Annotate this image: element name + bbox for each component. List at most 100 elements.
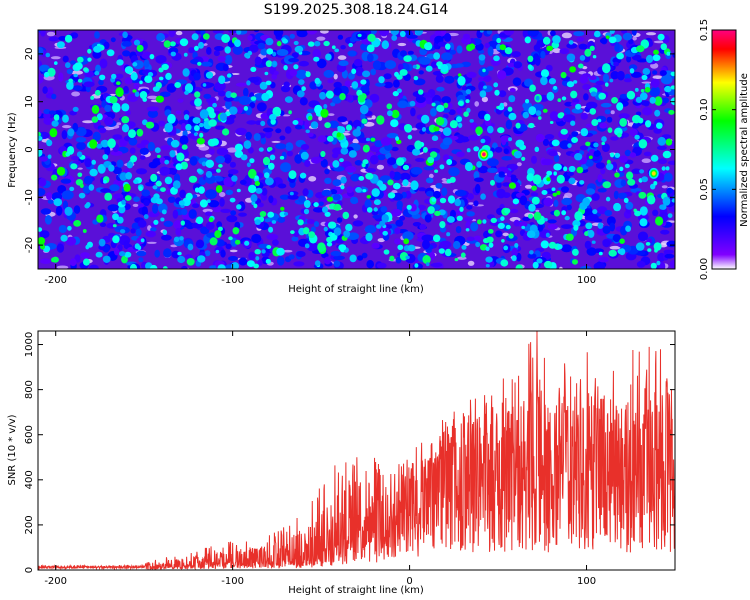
heatmap-cell (313, 221, 320, 228)
heatmap-cell (93, 45, 102, 53)
heatmap-cell (467, 193, 475, 200)
heatmap-cell (38, 47, 44, 56)
heatmap-cell (169, 41, 176, 47)
heatmap-cell (355, 66, 364, 77)
heatmap-cell (366, 195, 372, 199)
heatmap-cell (271, 73, 278, 80)
heatmap-cell (619, 155, 628, 163)
heatmap-cell (257, 259, 263, 266)
heatmap-cell (326, 135, 334, 142)
heatmap-cell (197, 255, 206, 263)
heatmap-cell (99, 222, 107, 227)
heatmap-cell (231, 175, 238, 182)
heatmap-cell (300, 151, 309, 160)
heatmap-cell (561, 186, 569, 193)
heatmap-cell (343, 230, 350, 237)
heatmap-cell (502, 232, 509, 237)
heatmap-cell (99, 58, 108, 69)
heatmap-cell (289, 69, 298, 77)
heatmap-xtick-label: -200 (44, 275, 67, 286)
heatmap-cell (155, 95, 164, 103)
heatmap-cell (552, 48, 562, 54)
heatmap-cell (296, 251, 306, 258)
heatmap-cell (238, 257, 248, 266)
heatmap-cell (391, 109, 400, 119)
heatmap-cell (566, 53, 576, 62)
heatmap-cell (378, 76, 385, 84)
heatmap-cell (366, 260, 375, 269)
heatmap-cell (247, 35, 253, 41)
heatmap-cell (321, 189, 332, 197)
colorbar-tick-label: 0.15 (699, 19, 710, 41)
heatmap-cell (293, 261, 305, 267)
heatmap-cell (140, 238, 145, 243)
heatmap-cell (223, 176, 234, 187)
heatmap-cell (257, 42, 266, 50)
heatmap-xtick-label: 100 (577, 275, 596, 286)
heatmap-cell (482, 68, 486, 73)
heatmap-cell (596, 162, 605, 169)
heatmap-cell (439, 221, 446, 229)
heatmap-cell (463, 33, 470, 40)
heatmap-cell (665, 138, 673, 146)
heatmap-cell (97, 164, 106, 174)
heatmap-cell (410, 167, 423, 175)
heatmap-cell (638, 139, 648, 149)
heatmap-cell (349, 36, 356, 43)
heatmap-cell (411, 127, 418, 131)
heatmap-cell (175, 30, 183, 36)
heatmap-cell (234, 150, 244, 158)
heatmap-cell (466, 44, 474, 52)
heatmap-cell (499, 44, 506, 51)
heatmap-cell (561, 210, 567, 216)
heatmap-cell (457, 122, 463, 128)
heatmap-cell (272, 62, 277, 66)
heatmap-cell (94, 71, 100, 76)
heatmap-cell (259, 81, 268, 90)
heatmap-cell (224, 46, 231, 54)
heatmap-cell (507, 62, 516, 68)
heatmap-cell (357, 255, 364, 261)
heatmap-cell (299, 172, 307, 179)
heatmap-cell (163, 248, 172, 258)
heatmap-cell (629, 68, 635, 74)
heatmap-cell (377, 180, 384, 188)
heatmap-cell (338, 244, 347, 251)
heatmap-cell (369, 93, 380, 103)
heatmap-cell (617, 70, 625, 81)
heatmap-cell (412, 222, 422, 227)
heatmap-cell (130, 155, 138, 163)
heatmap-cell (641, 81, 653, 84)
heatmap-cell (461, 245, 467, 250)
heatmap-cell (304, 243, 310, 249)
heatmap-cell (195, 216, 204, 225)
heatmap-cell (152, 185, 158, 190)
heatmap-cell (591, 240, 596, 244)
heatmap-cell (334, 48, 340, 53)
heatmap-cell (639, 206, 648, 216)
heatmap-cell (116, 159, 124, 168)
heatmap-cell (104, 104, 112, 113)
heatmap-cell (659, 204, 664, 210)
heatmap-cell (515, 264, 523, 269)
heatmap-cell (515, 139, 525, 148)
heatmap-cell (383, 81, 393, 89)
heatmap-cell (158, 67, 164, 73)
heatmap-cell (533, 203, 544, 209)
heatmap-cell (541, 190, 548, 195)
heatmap-cell (405, 255, 410, 260)
heatmap-cell (279, 155, 285, 160)
heatmap-cell (447, 195, 456, 204)
heatmap-cell (616, 102, 624, 111)
heatmap-cell (307, 108, 316, 114)
heatmap-cell (449, 135, 459, 141)
heatmap-cell (273, 70, 279, 76)
heatmap-cell (181, 265, 188, 269)
heatmap-cell (412, 148, 421, 156)
heatmap-cell (229, 161, 236, 168)
heatmap-cell (602, 181, 612, 189)
heatmap-cell (547, 224, 558, 230)
heatmap-cell (588, 155, 593, 160)
heatmap-cell (184, 158, 190, 162)
